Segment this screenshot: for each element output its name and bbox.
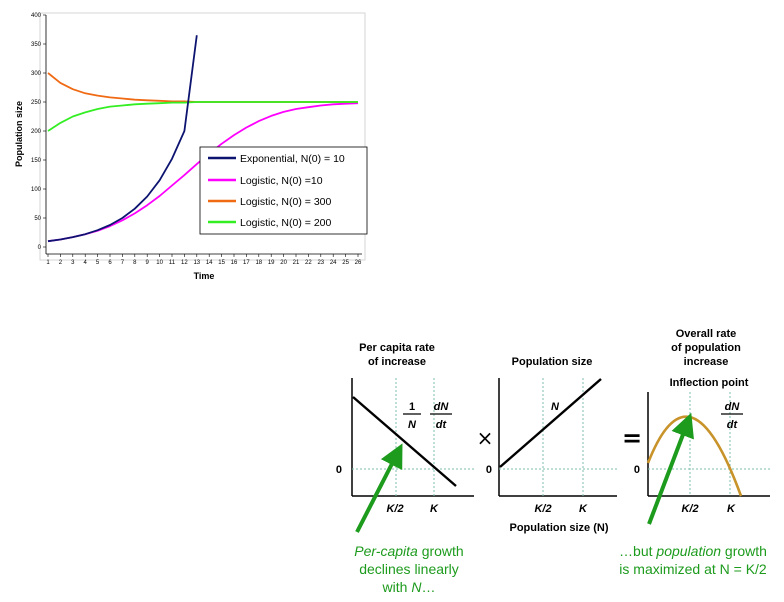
x-tick-label: 19 [268, 260, 275, 266]
note-right-line1: …but population growth [619, 543, 767, 559]
y-tick-label: 50 [34, 216, 41, 222]
equals-operator: = [622, 424, 642, 452]
panel3-annotation: Inflection point [670, 377, 749, 389]
x-tick-label: 23 [317, 260, 324, 266]
note-right-line2: is maximized at N = K/2 [619, 561, 767, 577]
panel1-frac-num2: dN [434, 401, 450, 413]
panel3-zero-label: 0 [634, 464, 640, 476]
panel1-fraction: 1 N dN dt [403, 401, 452, 431]
y-tick-label: 0 [38, 245, 42, 251]
panel1-frac-num: 1 [409, 401, 415, 413]
panel3-frac-num: dN [725, 401, 741, 413]
x-tick-label: 14 [206, 260, 213, 266]
x-tick-label: 11 [169, 260, 176, 266]
y-tick-label: 350 [31, 42, 42, 48]
note-left-line2: declines linearly [359, 561, 459, 577]
x-tick-label: 1 [46, 260, 50, 266]
panel3-tick-k: K [727, 503, 736, 515]
x-tick-label: 9 [146, 260, 150, 266]
legend-box [199, 146, 368, 235]
y-tick-label: 100 [31, 187, 42, 193]
panel2-zero-label: 0 [486, 464, 492, 476]
panel3-fraction: dN dt [721, 401, 743, 431]
y-tick-label: 200 [31, 129, 42, 135]
y-tick-label: 400 [31, 13, 42, 19]
x-tick-label: 6 [108, 260, 112, 266]
x-tick-label: 25 [342, 260, 349, 266]
x-tick-label: 21 [293, 260, 300, 266]
note-left-line3: with N… [382, 579, 436, 595]
panel1-frac-den: N [408, 419, 417, 431]
panel3-title-line3: increase [684, 356, 729, 368]
y-tick-label: 250 [31, 100, 42, 106]
x-tick-label: 7 [121, 260, 125, 266]
panel3-title-line1: Overall rate [676, 328, 737, 340]
x-tick-label: 13 [193, 260, 200, 266]
panel3-tick-k2: K/2 [681, 503, 698, 515]
panel2-tick-k2: K/2 [534, 503, 551, 515]
top-y-axis-label: Population size [14, 101, 24, 167]
x-tick-label: 15 [218, 260, 225, 266]
panel2-title: Population size [512, 356, 593, 368]
panel1-tick-k: K [430, 503, 439, 515]
panel-overall-rate: Overall rate of population increase Infl… [634, 328, 770, 515]
panel2-x-axis-label: Population size (N) [510, 522, 609, 534]
panel1-title-line1: Per capita rate [359, 342, 435, 354]
note-left: Per-capita growth declines linearly with… [354, 543, 463, 595]
panel3-title-line2: of population [671, 342, 741, 354]
x-tick-label: 3 [71, 260, 75, 266]
arrow-per-capita [355, 443, 403, 533]
x-tick-label: 26 [355, 260, 362, 266]
y-tick-label: 150 [31, 158, 42, 164]
panel2-curve [499, 378, 602, 468]
panel1-tick-k2: K/2 [386, 503, 403, 515]
x-tick-label: 20 [280, 260, 287, 266]
legend-label-exponential: Exponential, N(0) = 10 [240, 153, 345, 165]
x-tick-label: 5 [96, 260, 100, 266]
x-tick-label: 2 [59, 260, 63, 266]
panel2-curve-label: N [551, 401, 560, 413]
legend-label-logistic-200: Logistic, N(0) = 200 [240, 217, 331, 229]
x-tick-label: 10 [156, 260, 163, 266]
y-tick-label: 300 [31, 71, 42, 77]
x-tick-label: 12 [181, 260, 188, 266]
x-tick-label: 17 [243, 260, 250, 266]
panel2-tick-k: K [579, 503, 588, 515]
panel3-frac-den: dt [727, 419, 739, 431]
panel-per-capita: Per capita rate of increase 0 K/2 K 1 N … [336, 342, 474, 515]
x-tick-label: 8 [133, 260, 137, 266]
legend-label-logistic-10: Logistic, N(0) =10 [240, 175, 323, 187]
top-legend: Exponential, N(0) = 10 Logistic, N(0) =1… [199, 146, 368, 235]
legend-label-logistic-300: Logistic, N(0) = 300 [240, 196, 331, 208]
x-tick-label: 18 [255, 260, 262, 266]
series-line-3 [47, 101, 358, 132]
x-tick-label: 22 [305, 260, 312, 266]
note-left-line1: Per-capita growth [354, 543, 463, 559]
top-y-tick-group: 0 50 100 150 200 250 300 350 400 [31, 13, 46, 251]
x-tick-label: 4 [84, 260, 88, 266]
top-x-tick-group: 1 2 3 4 5 6 7 8 9 10 11 12 13 14 15 16 17 18 19 20 21 22 23 24 2… [46, 254, 362, 266]
panel1-zero-label: 0 [336, 464, 342, 476]
panel1-frac-den2: dt [436, 419, 448, 431]
top-x-axis-label: Time [194, 271, 215, 281]
note-right: …but population growth is maximized at N… [619, 543, 767, 577]
arrow-population [647, 412, 694, 525]
panel-population-size: Population size N 0 K/2 K Population siz… [486, 356, 617, 534]
panel1-title-line2: of increase [368, 356, 426, 368]
x-tick-label: 24 [330, 260, 337, 266]
x-tick-label: 16 [231, 260, 238, 266]
times-operator: × [477, 426, 494, 450]
series-line-0 [47, 35, 198, 243]
panel1-curve [352, 396, 457, 487]
